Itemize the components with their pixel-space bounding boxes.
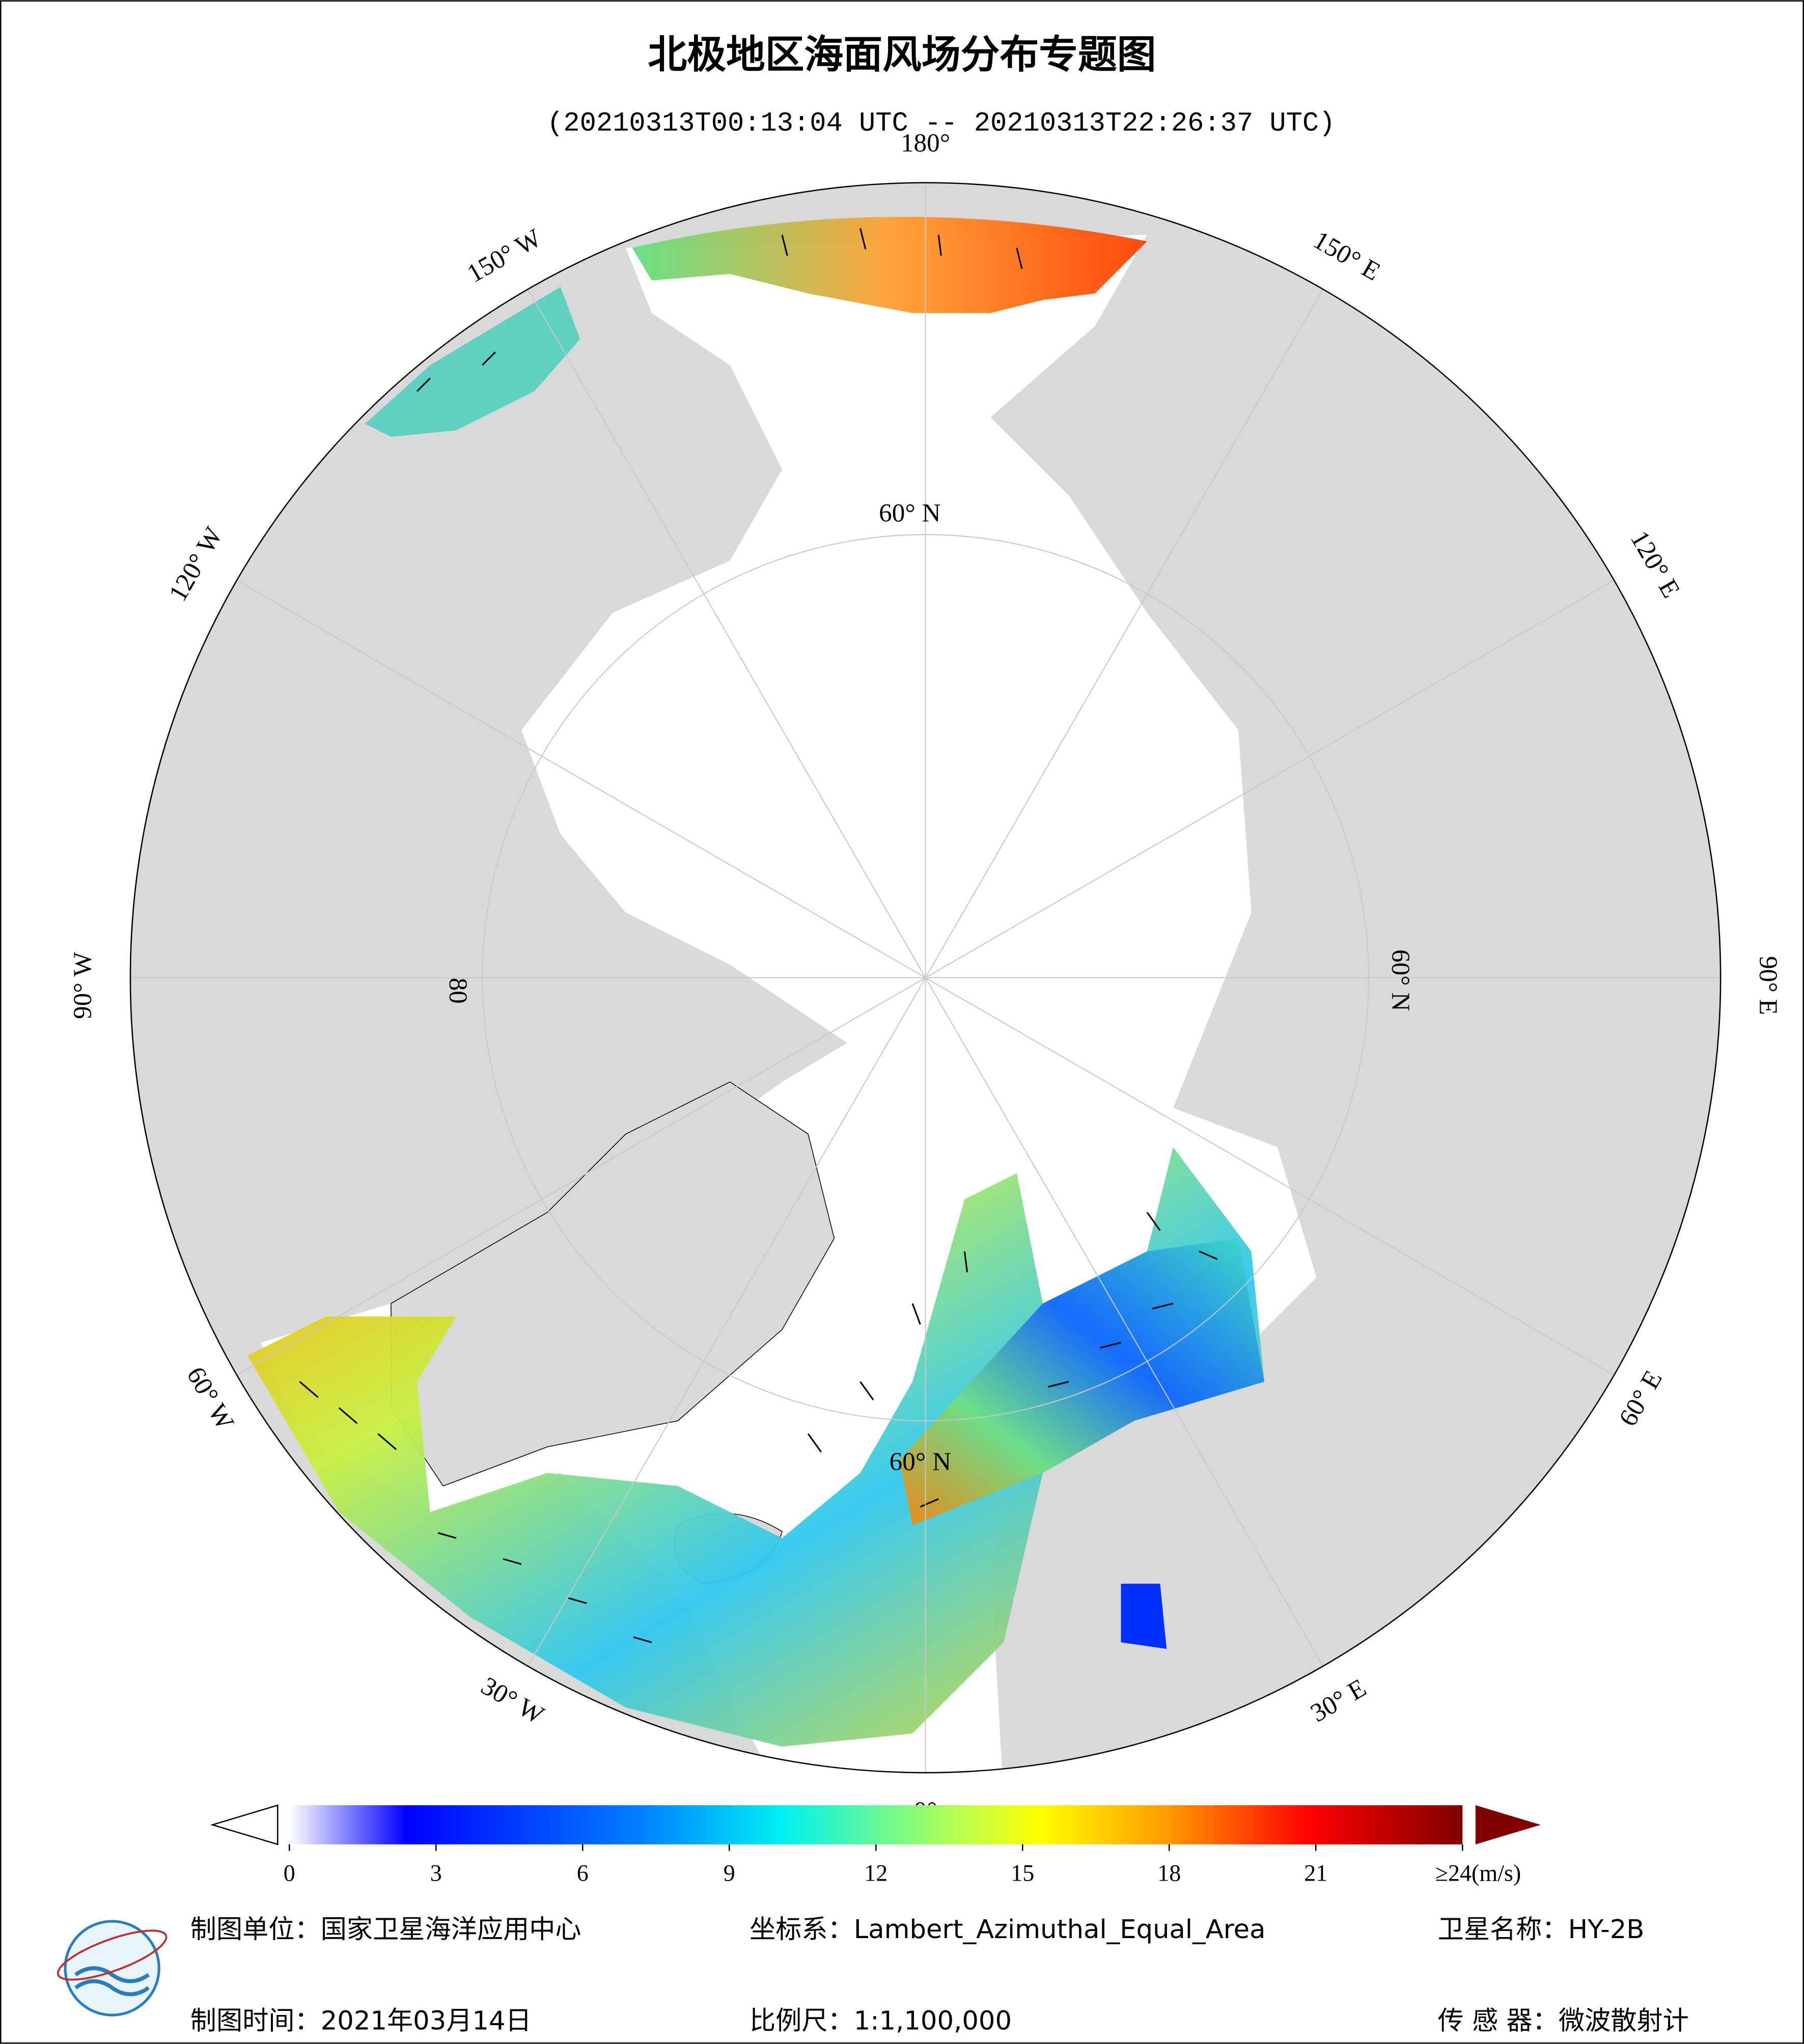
longitude-label: 120° E (1625, 526, 1686, 603)
footer-date: 制图时间：2021年03月14日 (190, 2005, 532, 2036)
meridian (521, 277, 926, 978)
colorbar-tick-label: 12 (864, 1860, 887, 1886)
longitude-label: 150° E (1309, 226, 1385, 287)
latitude-label: 60° N (1386, 949, 1415, 1011)
footer-crs: 坐标系：Lambert_Azimuthal_Equal_Area (750, 1914, 1266, 1945)
footer-satellite: 卫星名称：HY-2B (1438, 1914, 1645, 1945)
meridian (521, 977, 926, 1678)
meridian (925, 977, 1330, 1678)
latitude-label: 60° N (879, 498, 940, 527)
colorbar-tick-label: 0 (284, 1860, 295, 1886)
colorbar-tick-label: 21 (1304, 1860, 1327, 1886)
colorbar-over (1475, 1805, 1541, 1844)
meridian (925, 573, 1626, 978)
colorbar-ramp (289, 1805, 1463, 1844)
meridian (225, 573, 926, 978)
graticule (130, 182, 1721, 1773)
map-border (129, 182, 1722, 1774)
meridian (225, 977, 926, 1382)
latitude-label: 60° N (890, 1447, 951, 1476)
colorbar-tick-label: 9 (724, 1860, 735, 1886)
title: 北极地区海面风场分布专题图 (648, 33, 1156, 78)
footer-sensor: 传 感 器：微波散射计 (1438, 2005, 1689, 2036)
wind-swath (365, 287, 580, 437)
footer-unit: 制图单位：国家卫星海洋应用中心 (190, 1914, 581, 1945)
subtitle: (20210313T00:13:04 UTC -- 20210313T22:26… (547, 108, 1335, 139)
colorbar-tick-label: 6 (577, 1860, 589, 1886)
latitude-label: 80 (443, 977, 473, 1003)
wind-swath (899, 1238, 1265, 1525)
longitude-label: 60° W (181, 1362, 240, 1435)
logo (57, 1920, 168, 2017)
wind-swath (247, 1147, 1265, 1747)
colorbar-tick-label: 15 (1011, 1860, 1034, 1886)
wind-vectors (299, 228, 1218, 1643)
colorbar-tick-label: ≥24(m/s) (1435, 1860, 1521, 1886)
colorbar-tick-label: 3 (430, 1860, 442, 1886)
longitude-label: 180° (901, 128, 950, 157)
longitude-label: 90° E (1754, 956, 1783, 1015)
longitude-label: 30° E (1306, 1673, 1371, 1728)
wind-swath (632, 216, 1147, 313)
colorbar: 0 3 6 9 12 15 18 21 ≥24(m/s) (210, 1804, 1541, 1886)
wind-swath (1121, 1583, 1167, 1649)
map-area (130, 182, 1721, 1773)
greenland (391, 1081, 835, 1487)
footer-scale: 比例尺：1:1,100,000 (750, 2005, 1012, 2036)
longitude-label: 150° W (462, 223, 546, 288)
meridian (925, 277, 1330, 978)
meridian (925, 977, 1626, 1382)
longitude-label: 90° W (68, 951, 97, 1019)
colorbar-tick-label: 18 (1157, 1860, 1181, 1886)
longitude-label: 120° W (163, 522, 228, 606)
longitude-label: 60° E (1614, 1365, 1668, 1431)
colorbar-under (210, 1804, 279, 1845)
longitude-label: 30° W (476, 1671, 549, 1730)
